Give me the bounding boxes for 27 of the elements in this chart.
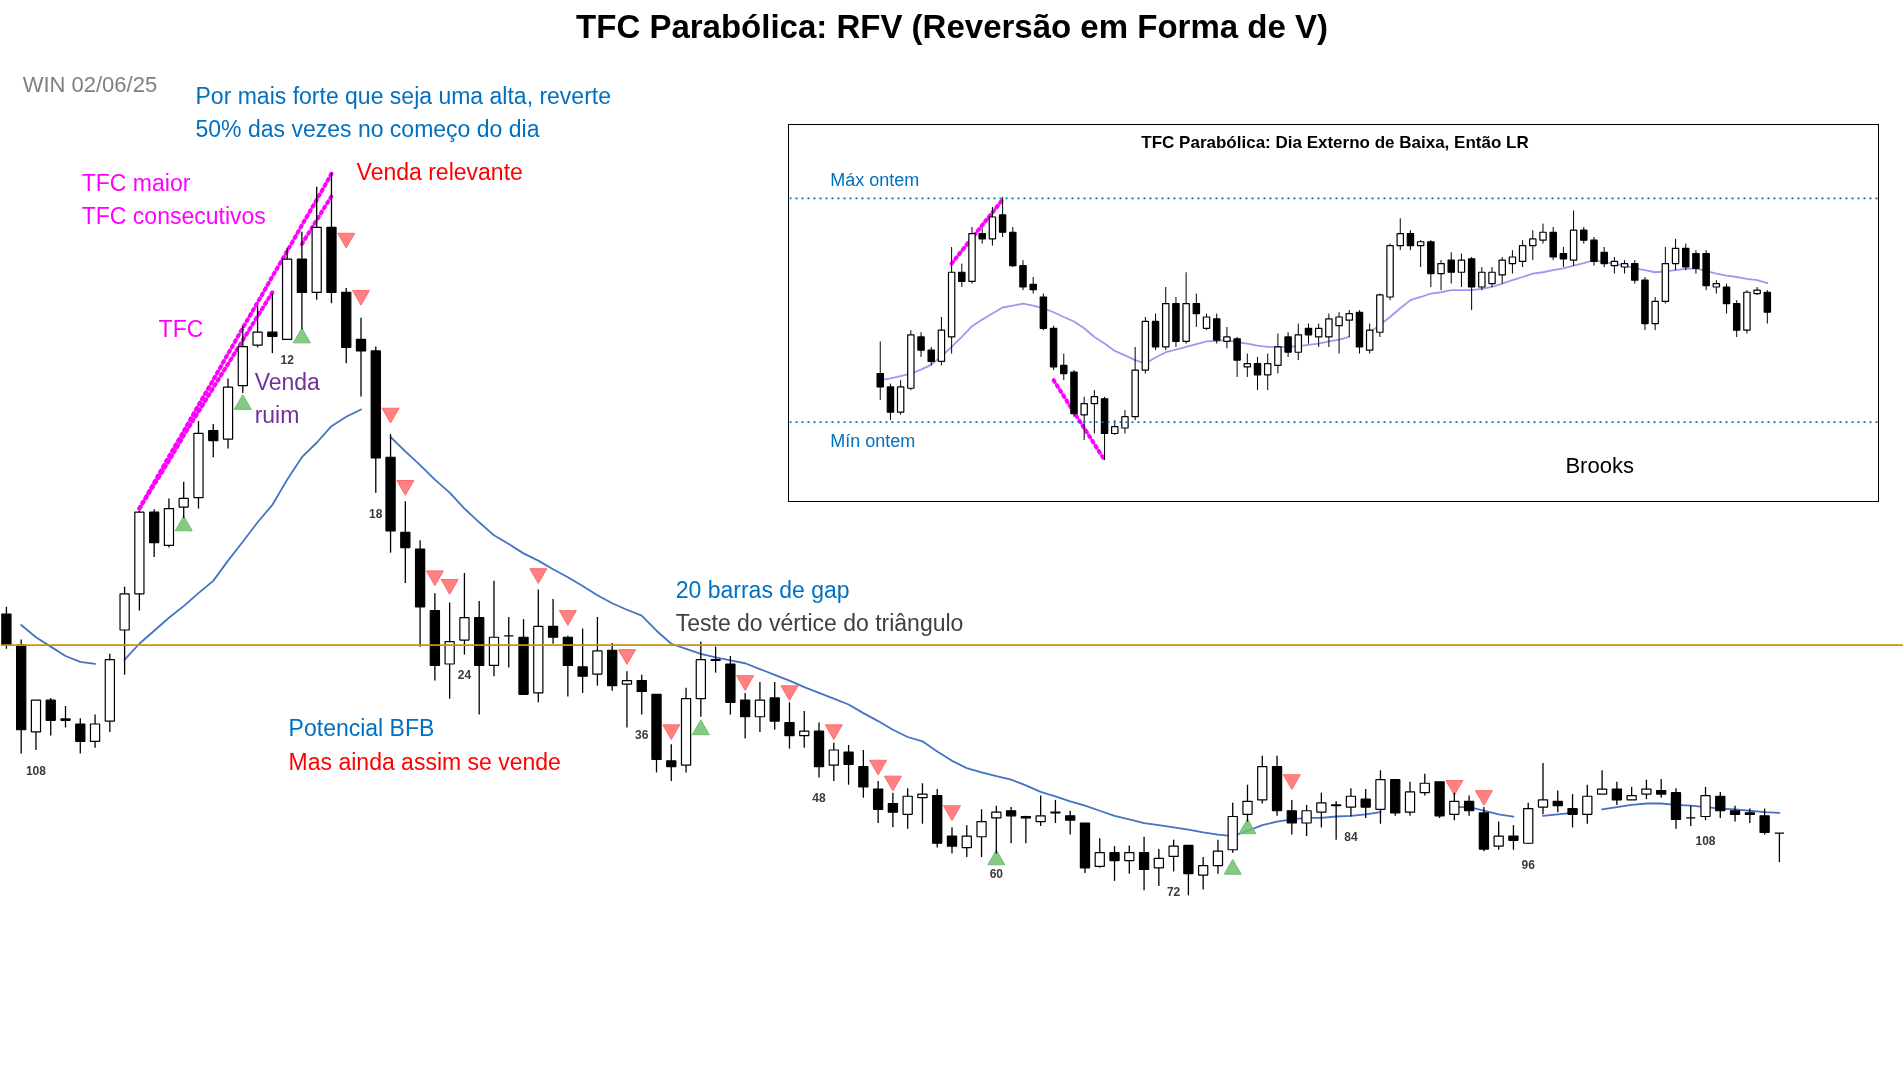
chart-title: TFC Parabólica: RFV (Reversão em Forma de V) [576,7,1328,45]
annotation: Venda ruim [254,369,321,429]
x-tick-label: 108 [25,763,47,778]
x-tick-label: 24 [457,668,472,683]
x-tick-label: 60 [989,867,1004,882]
annotation: TFC [158,316,204,343]
ref-line-label: Máx ontem [830,169,920,190]
annotation: Venda relevante [356,159,523,186]
chart-title: TFC Parabólica: Dia Externo de Baixa, Então LR [1141,132,1529,152]
annotation: Teste do vértice do triângulo [675,609,964,636]
ref-line-label: Mín ontem [830,430,916,451]
annotation: TFC maior [81,169,191,196]
x-tick-label: 72 [1166,885,1181,900]
annotation: Potencial BFB [288,715,435,742]
annotation: 20 barras de gap [675,576,850,603]
x-tick-label: 36 [635,728,649,743]
text: WIN 02/06/25 [22,72,158,98]
x-tick-label: 18 [369,506,383,521]
annotation: Brooks [1565,452,1634,478]
annotation: Mas ainda assim se vende [288,748,561,775]
annotation: TFC consecutivos [81,202,266,229]
x-tick-label: 108 [1695,834,1716,849]
x-tick-label: 48 [812,791,827,806]
text: Por mais forte que seja uma alta, reverte 50% das vezes no começo do dia [195,82,612,143]
x-tick-label: 12 [280,353,295,368]
x-tick-label: 84 [1344,830,1358,845]
x-tick-label: 96 [1521,857,1536,872]
